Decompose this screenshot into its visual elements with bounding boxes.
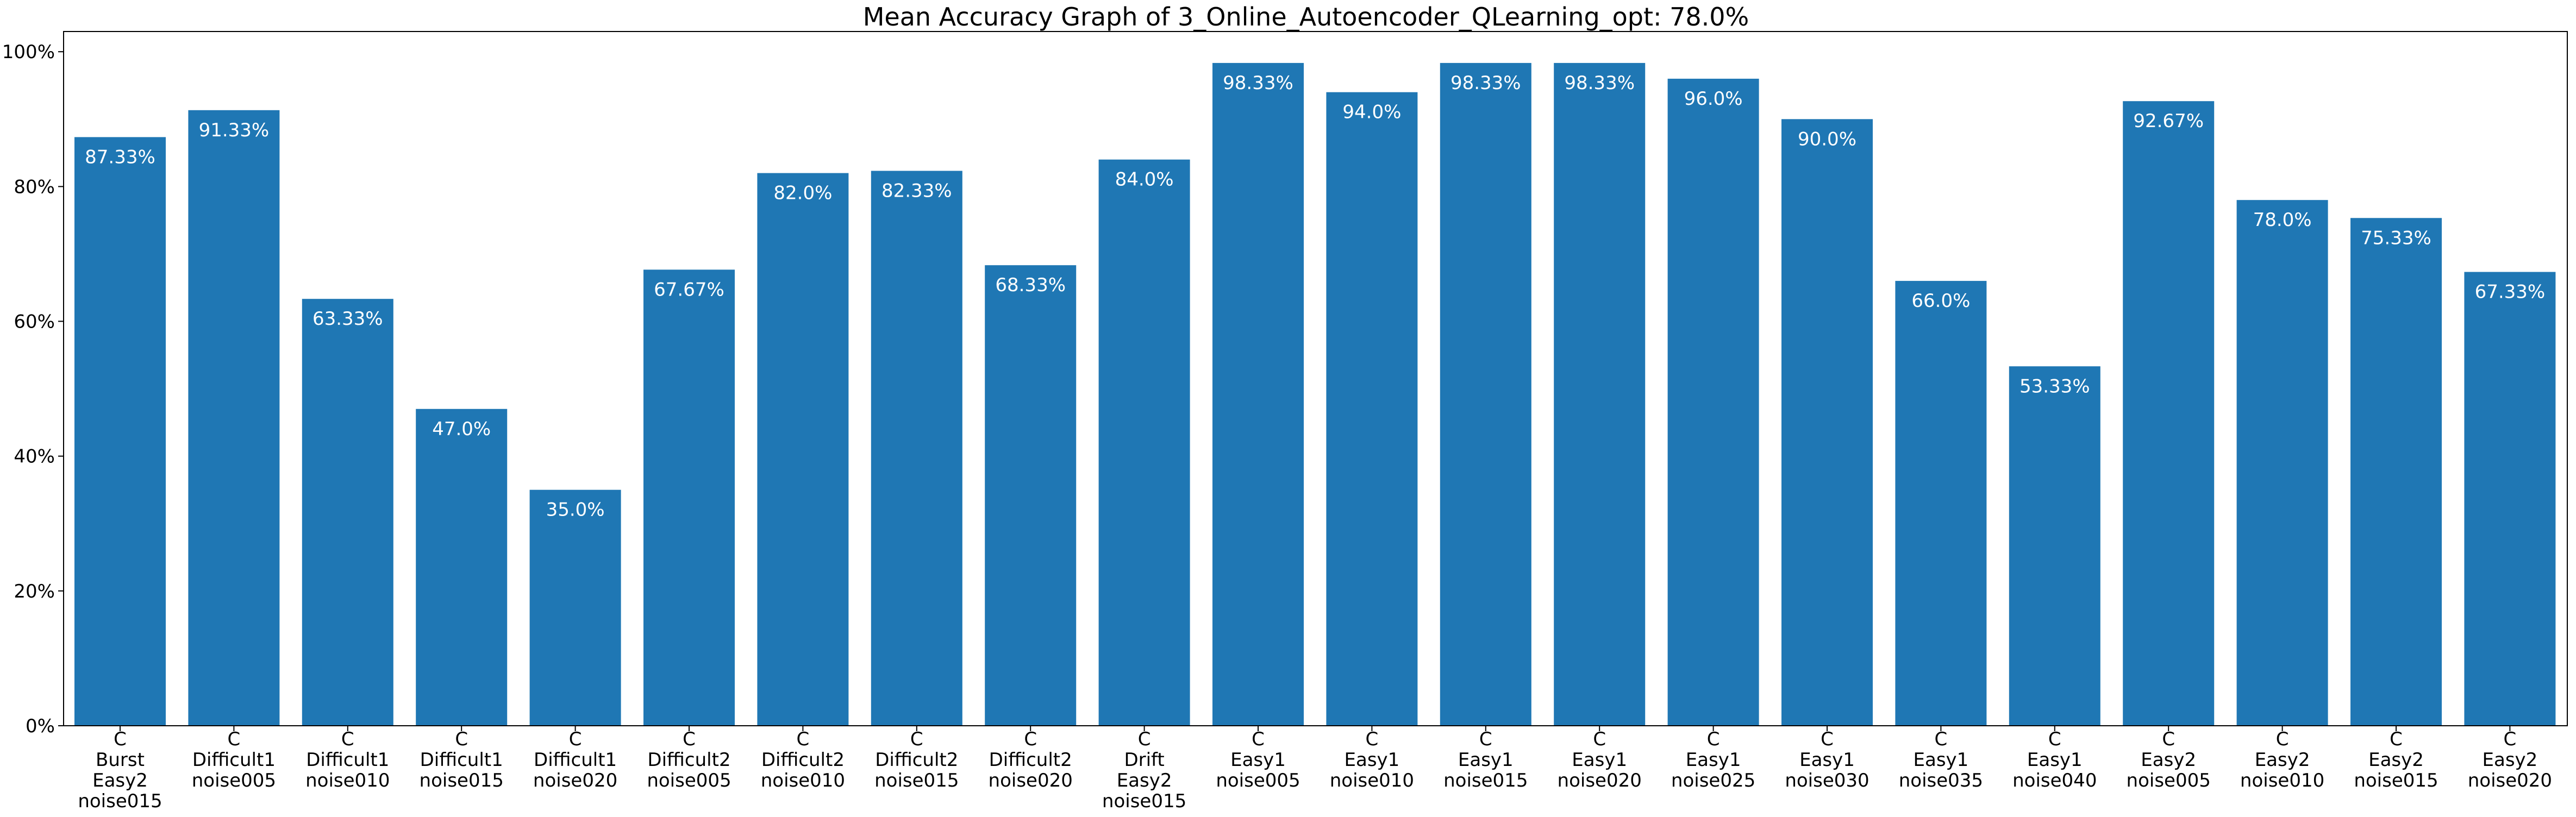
bar <box>416 409 508 726</box>
y-tick-label: 60% <box>14 311 55 333</box>
y-tick-label: 0% <box>26 715 55 737</box>
bar-value-label: 47.0% <box>432 418 491 440</box>
bar <box>74 137 166 726</box>
bar-value-label: 75.33% <box>2361 227 2431 249</box>
plot-frame <box>63 31 2568 726</box>
bar <box>871 171 962 726</box>
bar-value-label: 82.33% <box>881 180 952 202</box>
bar-value-label: 87.33% <box>85 146 155 168</box>
bar <box>1781 119 1873 726</box>
x-tick-label: C Easy1 noise020 <box>1558 728 1642 791</box>
bar-value-label: 98.33% <box>1223 72 1293 94</box>
y-axis: 0% 20% 40% 60% 80% 100% <box>2 41 64 737</box>
bar-value-label: 94.0% <box>1342 102 1401 123</box>
bar <box>529 489 621 726</box>
bar <box>1440 62 1531 726</box>
bar-value-label: 66.0% <box>1911 290 1970 312</box>
bar-value-label: 84.0% <box>1115 169 1174 191</box>
bar-value-label: 63.33% <box>312 308 383 330</box>
bar-value-label: 96.0% <box>1684 88 1743 110</box>
bar-value-label: 90.0% <box>1798 128 1856 150</box>
bar-value-label: 68.33% <box>995 274 1066 296</box>
x-tick-label: C Easy2 noise005 <box>2127 728 2211 791</box>
x-tick-label: C Drift Easy2 noise015 <box>1102 728 1186 812</box>
x-tick-label: C Difficult2 noise020 <box>989 728 1073 791</box>
x-tick-label: C Easy1 noise035 <box>1899 728 1983 791</box>
x-tick-label: C Burst Easy2 noise015 <box>78 728 162 812</box>
x-tick-label: C Difficult2 noise010 <box>761 728 845 791</box>
bar-value-label: 35.0% <box>546 499 605 521</box>
bar <box>1212 62 1304 726</box>
bar-value-label: 67.33% <box>2475 281 2546 303</box>
bar-value-label: 82.0% <box>773 183 832 204</box>
y-tick-label: 100% <box>2 41 55 63</box>
bar <box>2464 272 2556 726</box>
bar <box>1098 159 1190 726</box>
x-tick-label: C Easy1 noise015 <box>1443 728 1528 791</box>
x-tick-label: C Difficult1 noise010 <box>305 728 390 791</box>
bar <box>1667 78 1759 726</box>
x-tick-label: C Easy2 noise010 <box>2240 728 2324 791</box>
bar <box>1895 281 1987 726</box>
bar <box>2236 200 2328 726</box>
y-tick-label: 20% <box>14 581 55 602</box>
x-tick-label: C Difficult2 noise015 <box>874 728 959 791</box>
x-tick-label: C Difficult1 noise020 <box>533 728 617 791</box>
chart-title: Mean Accuracy Graph of 3_Online_Autoenco… <box>863 2 1749 32</box>
bar <box>1326 92 1418 726</box>
x-tick-label: C Easy1 noise040 <box>2012 728 2097 791</box>
bar <box>643 269 735 726</box>
x-tick-label: C Easy2 noise015 <box>2354 728 2438 791</box>
x-tick-label: C Easy1 noise025 <box>1671 728 1755 791</box>
x-tick-label: C Easy1 noise010 <box>1330 728 1414 791</box>
value-labels-layer: 87.33% 91.33% 63.33% 47.0% 35.0% 67.67% 82.0% 8… <box>85 72 2545 521</box>
bar <box>2123 101 2215 726</box>
x-tick-label: C Easy2 noise020 <box>2468 728 2552 791</box>
bar-value-label: 98.33% <box>1564 72 1635 94</box>
x-tick-label: C Easy1 noise030 <box>1785 728 1869 791</box>
bar <box>2350 218 2442 726</box>
bar <box>188 110 280 726</box>
x-axis: C Burst Easy2 noise015 C Difficult1 noise005 C D… <box>78 726 2552 812</box>
y-tick-label: 80% <box>14 176 55 198</box>
x-tick-label: C Easy1 noise005 <box>1216 728 1300 791</box>
bar <box>302 299 393 726</box>
y-tick-label: 40% <box>14 446 55 468</box>
bar-value-label: 67.67% <box>654 279 724 300</box>
x-tick-label: C Difficult1 noise005 <box>192 728 276 791</box>
bar-value-label: 98.33% <box>1450 72 1521 94</box>
bar-value-label: 91.33% <box>199 120 270 141</box>
x-tick-label: C Difficult1 noise015 <box>420 728 504 791</box>
x-tick-label: C Difficult2 noise005 <box>647 728 731 791</box>
bar <box>2009 366 2100 726</box>
bar-value-label: 78.0% <box>2253 209 2312 231</box>
bar <box>985 265 1077 726</box>
bar-value-label: 92.67% <box>2133 110 2204 132</box>
bar-value-label: 53.33% <box>2019 375 2090 397</box>
bar <box>1554 62 1646 726</box>
bar <box>757 173 849 726</box>
bars-layer <box>74 62 2556 726</box>
